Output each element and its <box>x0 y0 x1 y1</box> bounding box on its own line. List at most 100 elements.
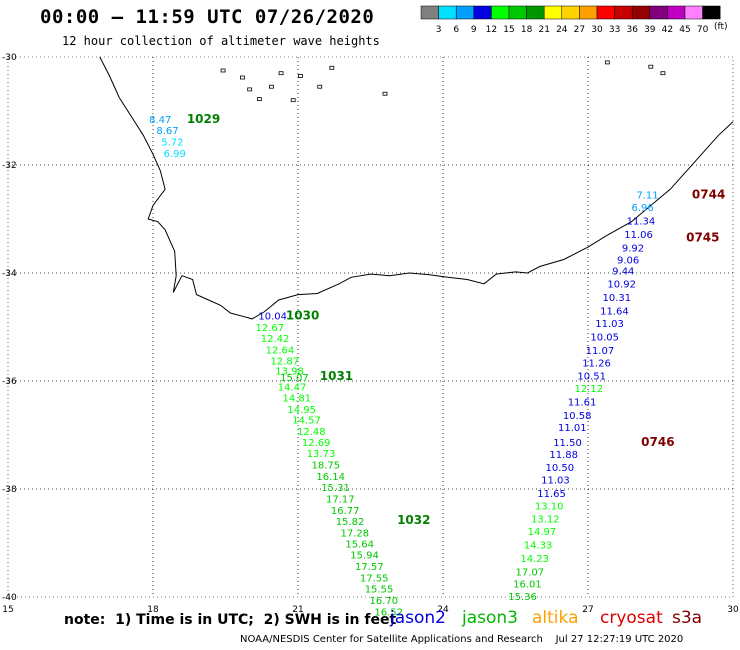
wave-height-label: 11.34 <box>627 216 656 227</box>
island-shape <box>660 71 666 76</box>
wave-height-label: 15.82 <box>336 517 365 528</box>
pass-id-label: 0746 <box>641 435 674 449</box>
pass-id-label: 1031 <box>320 369 353 383</box>
lat-tick-label: -32 <box>2 161 17 171</box>
wave-height-label: 10.31 <box>603 293 632 304</box>
wave-height-label: 12.64 <box>266 345 295 356</box>
wave-height-label: 17.07 <box>516 567 545 578</box>
satellite-name: cryosat <box>600 608 663 628</box>
wave-height-label: 16.14 <box>316 472 345 483</box>
pass-id-label: 1030 <box>286 308 319 322</box>
wave-height-label: 15.36 <box>508 592 537 603</box>
wave-height-label: 17.57 <box>355 562 384 573</box>
satellite-name: altika <box>532 608 579 628</box>
legend-label: 21 <box>538 25 549 35</box>
wave-height-label: 12.42 <box>261 334 290 345</box>
wave-height-label: 15.55 <box>365 585 394 596</box>
wave-height-label: 10.50 <box>545 463 574 474</box>
wave-height-label: 11.64 <box>600 307 629 318</box>
satellite-name: s3a <box>672 608 703 628</box>
island-shape <box>278 71 284 76</box>
lat-tick-label: -36 <box>2 377 17 387</box>
wave-height-label: 11.03 <box>541 476 570 487</box>
island-shape <box>290 98 296 103</box>
legend-label: 42 <box>662 25 673 35</box>
footer-agency: NOAA/NESDIS Center for Satellite Applica… <box>240 634 543 645</box>
wave-height-label: 15.94 <box>350 551 379 562</box>
wave-height-label: 10.92 <box>607 280 636 291</box>
wave-height-label: 5.72 <box>161 138 183 149</box>
legend-label: 24 <box>556 25 568 35</box>
island-shape <box>382 91 388 96</box>
wave-height-label: 12.12 <box>574 384 603 395</box>
satellite-name: jason2 <box>390 608 446 628</box>
wave-height-label: 15.07 <box>280 373 309 384</box>
wave-height-label: 12.69 <box>302 438 331 449</box>
island-shape <box>648 64 654 69</box>
wave-height-label: 14.57 <box>292 416 321 427</box>
legend-label: 15 <box>503 25 514 35</box>
pass-id-label: 1029 <box>187 112 220 126</box>
legend-unit: (ft) <box>714 22 728 32</box>
legend-label: 30 <box>591 25 603 35</box>
footer-timestamp: Jul 27 12:27:19 UTC 2020 <box>555 634 684 645</box>
wave-height-label: 16.52 <box>374 607 403 618</box>
pass-id-label: 0744 <box>692 187 725 201</box>
coastline <box>99 56 734 320</box>
wave-height-label: 14.47 <box>278 383 307 394</box>
island-shape <box>329 65 335 70</box>
island-shape <box>240 75 245 80</box>
satellite-name: jason3 <box>462 608 518 628</box>
wave-height-label: 9.92 <box>622 243 644 254</box>
wave-height-label: 11.07 <box>586 346 615 357</box>
lat-tick-label: -40 <box>2 593 17 603</box>
wave-height-label: 10.51 <box>577 371 606 382</box>
page-subtitle: 12 hour collection of altimeter wave hei… <box>62 34 380 48</box>
legend-swatch <box>702 5 721 20</box>
island-shape <box>317 84 323 89</box>
wave-height-label: 11.65 <box>537 489 566 500</box>
wave-height-label: 11.06 <box>624 230 653 241</box>
legend-label: 9 <box>471 25 477 35</box>
wave-height-label: 12.48 <box>297 427 326 438</box>
wave-height-label: 15.31 <box>321 483 350 494</box>
wave-height-label: 18.75 <box>312 460 341 471</box>
wave-height-label: 13.12 <box>531 514 560 525</box>
wave-height-label: 16.01 <box>513 579 542 590</box>
island-shape <box>256 97 262 102</box>
legend-label: 3 <box>436 25 442 35</box>
map-frame <box>7 56 734 598</box>
lat-tick-label: -34 <box>2 269 17 279</box>
wave-height-label: 6.99 <box>164 149 186 160</box>
wave-height-label: 11.50 <box>553 438 582 449</box>
wave-height-label: 9.06 <box>617 255 639 266</box>
wave-height-label: 11.01 <box>558 423 587 434</box>
wave-height-label: 10.04 <box>258 311 287 322</box>
lon-tick-label: 18 <box>147 605 159 615</box>
wave-height-label: 14.33 <box>524 540 553 551</box>
legend-label: 6 <box>453 25 459 35</box>
lon-tick-label: 30 <box>727 605 739 615</box>
island-shape <box>269 84 274 89</box>
page-title: 00:00 – 11:59 UTC 07/26/2020 <box>40 6 375 28</box>
wave-height-label: 7.11 <box>636 190 658 201</box>
lat-tick-label: -38 <box>2 485 17 495</box>
wave-height-label: 17.55 <box>360 573 389 584</box>
lon-tick-label: 15 <box>2 605 13 615</box>
island-shape <box>298 74 303 78</box>
lon-tick-label: 21 <box>292 605 303 615</box>
island-shape <box>604 60 610 65</box>
wave-height-label: 17.17 <box>326 495 355 506</box>
wave-height-label: 11.26 <box>582 358 611 369</box>
legend-label: 18 <box>521 25 533 35</box>
wave-height-label: 14.97 <box>528 527 557 538</box>
lat-tick-label: -30 <box>2 53 17 63</box>
legend-label: 39 <box>644 25 656 35</box>
wave-height-label: 8.47 <box>149 115 171 126</box>
legend-label: 27 <box>574 25 585 35</box>
wave-height-label: 13.10 <box>535 502 564 513</box>
footnote: note: 1) Time is in UTC; 2) SWH is in fe… <box>64 612 397 628</box>
wave-height-label: 13.98 <box>275 367 304 378</box>
